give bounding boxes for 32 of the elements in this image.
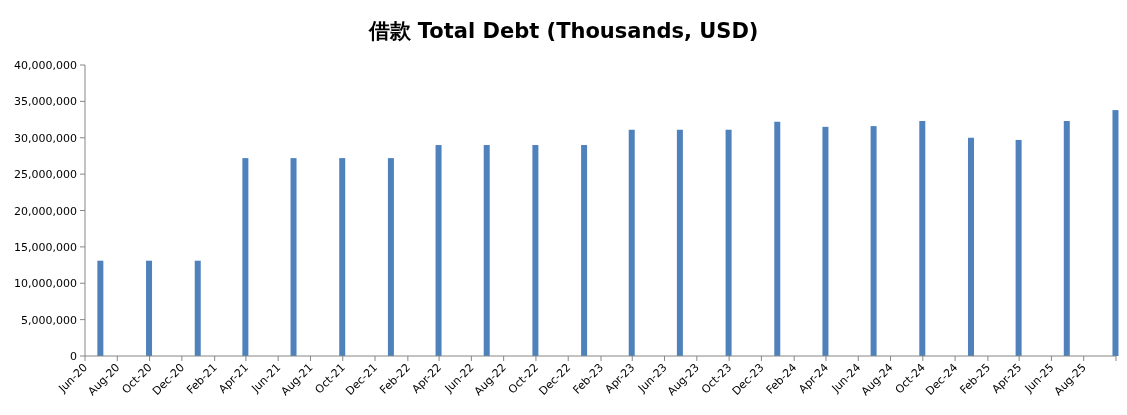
y-tick-label: 40,000,000 — [14, 59, 77, 72]
bar — [628, 129, 635, 356]
bar — [194, 260, 201, 356]
y-tick-label: 5,000,000 — [21, 313, 77, 327]
y-tick-label: 15,000,000 — [14, 240, 77, 254]
bar — [387, 158, 394, 356]
y-tick-label: 35,000,000 — [14, 95, 77, 109]
y-tick-label: 0 — [70, 350, 77, 363]
bar — [290, 158, 297, 356]
bar — [146, 260, 153, 356]
y-tick-label: 10,000,000 — [14, 277, 77, 291]
bar — [822, 126, 829, 356]
bar — [483, 145, 490, 356]
y-tick-label: 20,000,000 — [14, 204, 77, 218]
bar — [1112, 110, 1119, 356]
y-tick-label: 30,000,000 — [14, 131, 77, 145]
bar — [97, 260, 104, 356]
bar — [581, 145, 588, 356]
bar — [242, 158, 249, 356]
y-tick-label: 25,000,000 — [14, 168, 77, 182]
chart-title: 借款 Total Debt (Thousands, USD) — [367, 19, 759, 43]
bar — [435, 145, 442, 356]
bar — [1015, 139, 1022, 356]
bar — [774, 121, 781, 356]
bar — [339, 158, 346, 356]
bar — [532, 145, 539, 356]
bar — [967, 137, 974, 356]
bar — [1063, 121, 1070, 356]
bar — [919, 121, 926, 356]
bar — [870, 126, 877, 356]
bar — [676, 129, 683, 356]
bar — [725, 129, 732, 356]
